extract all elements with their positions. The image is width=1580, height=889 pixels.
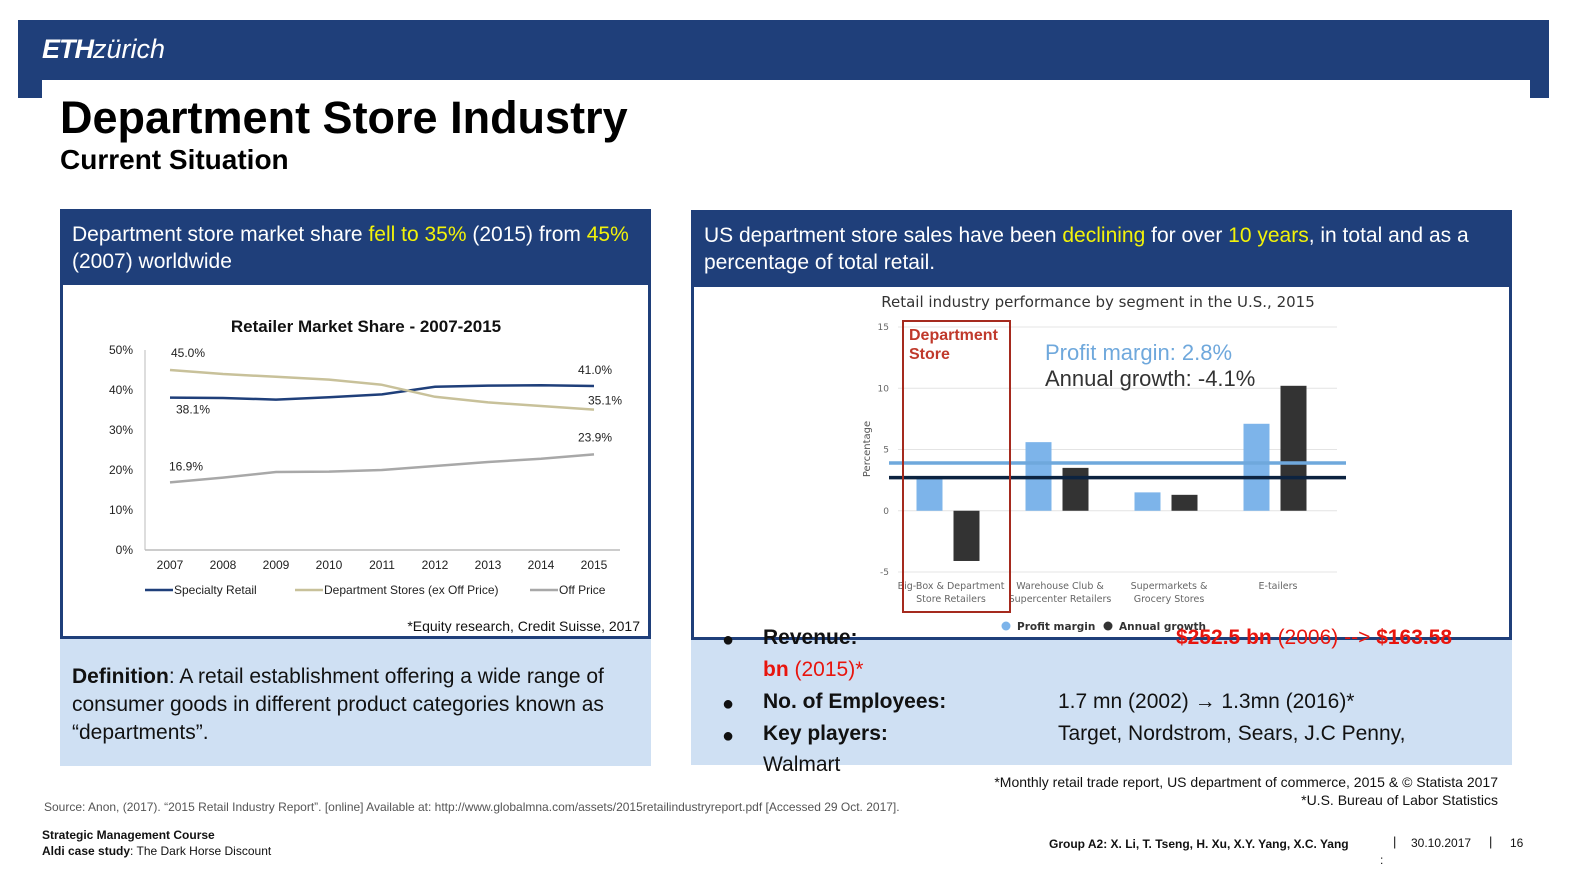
category-label: Store Retailers	[916, 594, 986, 605]
category-label: E-tailers	[1259, 581, 1298, 592]
category-label: Warehouse Club &	[1016, 581, 1104, 592]
bar	[916, 476, 943, 511]
bullet-revenue: ●	[722, 629, 735, 651]
data-label: 41.0%	[578, 363, 612, 377]
course-name: Strategic Management Course	[42, 828, 215, 842]
department-store-highlight-box	[902, 320, 1011, 613]
bar	[953, 510, 980, 561]
y-tick-label: 0%	[116, 543, 134, 557]
series-line	[169, 383, 595, 401]
legend-label: Profit margin	[1017, 621, 1095, 633]
y-tick-label: 30%	[109, 423, 133, 437]
revenue-label: Revenue:	[763, 626, 858, 649]
bar	[1062, 467, 1089, 511]
data-label: 23.9%	[578, 430, 612, 444]
definition-text: : A retail establishment offering a wide…	[72, 665, 604, 744]
note-commerce: *Monthly retail trade report, US departm…	[994, 774, 1498, 790]
y-tick-label: 50%	[109, 343, 133, 357]
data-label: 35.1%	[588, 394, 622, 408]
series-line	[169, 368, 595, 411]
footer-separator-2: |	[1489, 834, 1493, 849]
group-members: Group A2: X. Li, T. Tseng, H. Xu, X.Y. Y…	[1049, 837, 1349, 851]
legend-label: Department Stores (ex Off Price)	[324, 583, 499, 597]
bar	[1134, 492, 1161, 511]
x-tick-label: 2015	[581, 558, 608, 572]
x-tick-label: 2010	[316, 558, 343, 572]
category-label: Supercenter Retailers	[1009, 594, 1112, 605]
segment-chart-title: Retail industry performance by segment i…	[881, 293, 1315, 311]
legend-swatch	[1001, 621, 1011, 631]
bullet-employees: ●	[722, 693, 735, 715]
slide-date: 30.10.2017	[1411, 836, 1472, 850]
definition-label: Definition	[72, 665, 169, 688]
legend-swatch	[1103, 621, 1113, 631]
category-label: Big-Box & Department	[898, 581, 1005, 592]
legend-label: Specialty Retail	[174, 583, 257, 597]
y-tick-label: 10%	[109, 503, 133, 517]
market-share-chart: Retailer Market Share - 2007-2015 0% 10% 2…	[109, 317, 640, 633]
eth-logo: ETHzürich	[42, 34, 166, 64]
profit-margin-annotation: Profit margin: 2.8%	[1045, 340, 1232, 365]
source-citation: Source: Anon, (2017). “2015 Retail Indus…	[44, 800, 900, 814]
category-label: Grocery Stores	[1134, 594, 1205, 605]
x-tick-label: 2012	[422, 558, 449, 572]
y-tick-label: 40%	[109, 383, 133, 397]
series-line	[169, 453, 595, 484]
bullet-players: ●	[722, 725, 735, 747]
players-value-cont: Walmart	[763, 753, 841, 776]
slide-subtitle: Current Situation	[60, 144, 289, 175]
left-panel-headline: Department store market share fell to 35…	[60, 209, 651, 285]
y-tick-label: 20%	[109, 463, 133, 477]
stray-colon: :	[1380, 853, 1384, 867]
y-tick-label: 5	[883, 446, 889, 456]
y-tick-label: 0	[883, 507, 889, 517]
segment-chart-ylabel: Percentage	[862, 421, 873, 477]
chart-citation: *Equity research, Credit Suisse, 2017	[407, 618, 640, 633]
employees-label: No. of Employees:	[763, 690, 947, 713]
note-labor: *U.S. Bureau of Labor Statistics	[1301, 792, 1498, 808]
key-facts-box	[691, 637, 1512, 765]
data-label: 45.0%	[171, 346, 205, 360]
right-notes: *Monthly retail trade report, US departm…	[700, 773, 1498, 809]
x-tick-label: 2014	[528, 558, 555, 572]
x-tick-label: 2013	[475, 558, 502, 572]
right-panel-headline: US department store sales have been decl…	[691, 210, 1512, 287]
market-share-chart-title: Retailer Market Share - 2007-2015	[231, 317, 501, 336]
highlight-label-line2: Store	[909, 346, 950, 363]
legend-label: Off Price	[559, 583, 606, 597]
revenue-value: $252.5 bn (2006) --> $163.58	[1176, 626, 1453, 649]
bar	[1243, 423, 1270, 511]
y-tick-label: 15	[878, 323, 889, 333]
employees-value: 1.7 mn (2002) → 1.3mn (2016)*	[1058, 690, 1355, 713]
page-number: 16	[1510, 836, 1524, 850]
case-study: Aldi case study: The Dark Horse Discount	[42, 844, 272, 858]
definition-box: Definition: A retail establishment offer…	[60, 636, 651, 766]
x-tick-label: 2009	[263, 558, 290, 572]
segment-performance-chart: Retail industry performance by segment i…	[862, 293, 1346, 633]
y-tick-label: 10	[878, 384, 890, 394]
data-label: 16.9%	[169, 459, 203, 473]
players-value: Target, Nordstrom, Sears, J.C Penny,	[1058, 722, 1406, 745]
header-bar-cutout	[42, 80, 1530, 100]
x-tick-label: 2008	[210, 558, 237, 572]
highlight-label-line1: Department	[909, 327, 999, 344]
players-label: Key players:	[763, 722, 888, 745]
category-label: Supermarkets &	[1131, 581, 1208, 592]
slide-title: Department Store Industry	[60, 92, 628, 143]
bar	[1171, 494, 1198, 511]
legend-label: Annual growth	[1119, 621, 1206, 633]
x-tick-label: 2007	[157, 558, 184, 572]
annual-growth-annotation: Annual growth: -4.1%	[1045, 366, 1255, 391]
y-tick-label: -5	[880, 568, 889, 578]
revenue-value-cont: bn (2015)*	[763, 658, 864, 681]
footer-separator-1: |	[1393, 834, 1397, 849]
data-label: 38.1%	[176, 403, 210, 417]
x-tick-label: 2011	[369, 558, 395, 572]
bar	[1280, 385, 1307, 511]
